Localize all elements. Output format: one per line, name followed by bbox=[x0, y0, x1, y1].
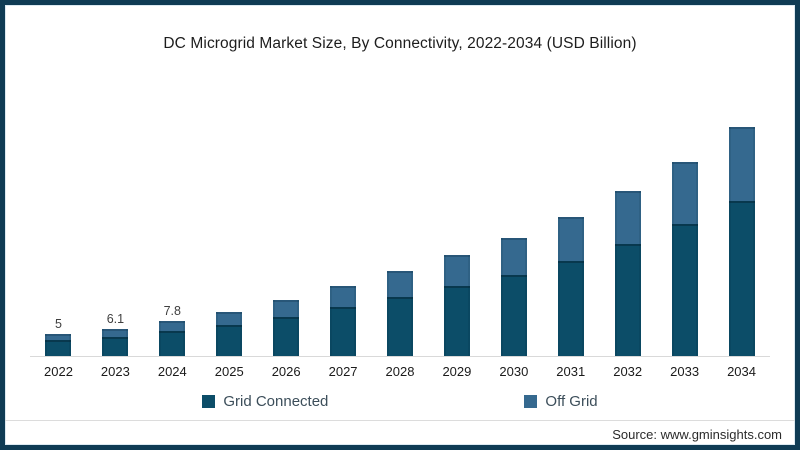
source-credit: Source: www.gminsights.com bbox=[612, 427, 782, 442]
grid-connected-segment-2025 bbox=[216, 324, 243, 356]
grid-connected-segment-2022 bbox=[45, 340, 72, 356]
x-axis: 2022 2023 2024 2025 2026 2027 2028 2029 2030 2031… bbox=[30, 357, 770, 379]
x-axis-label-2030: 2030 bbox=[499, 364, 529, 379]
plot-area: 5 6.1 7.8 bbox=[30, 53, 770, 357]
grid-connected-segment-2024 bbox=[159, 331, 186, 356]
bar-2026 bbox=[258, 53, 315, 356]
legend-item-off-grid: Off Grid bbox=[524, 393, 598, 410]
bar-2031 bbox=[542, 53, 599, 356]
legend-label: Off Grid bbox=[545, 393, 598, 410]
off-grid-segment-2030 bbox=[500, 237, 527, 275]
chart-title: DC Microgrid Market Size, By Connectivit… bbox=[163, 35, 637, 52]
legend-label: Grid Connected bbox=[223, 393, 329, 410]
bar-2024: 7.8 bbox=[144, 53, 201, 356]
grid-connected-segment-2032 bbox=[614, 243, 641, 356]
bar-2025 bbox=[201, 53, 258, 356]
bar-2023: 6.1 bbox=[87, 53, 144, 356]
off-grid-segment-2032 bbox=[614, 191, 641, 244]
x-axis-label-2026: 2026 bbox=[271, 364, 301, 379]
data-label-2023: 6.1 bbox=[106, 312, 125, 327]
off-grid-segment-2023 bbox=[102, 328, 129, 337]
x-axis-label-2024: 2024 bbox=[157, 364, 187, 379]
x-axis-label-2029: 2029 bbox=[442, 364, 472, 379]
off-grid-segment-2029 bbox=[443, 255, 470, 287]
off-grid-segment-2026 bbox=[273, 300, 300, 317]
data-label-2024: 7.8 bbox=[163, 304, 181, 319]
grid-connected-segment-2030 bbox=[500, 275, 527, 356]
x-axis-label-2028: 2028 bbox=[385, 364, 415, 379]
bar-2028 bbox=[372, 53, 429, 356]
bar-2033 bbox=[656, 53, 713, 356]
x-axis-label-2025: 2025 bbox=[214, 364, 244, 379]
bar-2022: 5 bbox=[30, 53, 87, 356]
x-axis-label-2034: 2034 bbox=[727, 364, 756, 379]
legend-item-grid-connected: Grid Connected bbox=[202, 393, 328, 410]
data-label-2022: 5 bbox=[54, 317, 62, 331]
x-axis-label-2027: 2027 bbox=[328, 364, 358, 379]
off-grid-segment-2022 bbox=[45, 333, 72, 341]
grid-connected-segment-2029 bbox=[443, 286, 470, 356]
x-axis-label-2023: 2023 bbox=[100, 364, 130, 379]
bar-2029 bbox=[428, 53, 485, 356]
bar-2030 bbox=[485, 53, 542, 356]
grid-connected-segment-2033 bbox=[671, 223, 698, 356]
chart-inner-area: DC Microgrid Market Size, By Connectivit… bbox=[5, 5, 795, 445]
footer-divider bbox=[5, 420, 795, 421]
grid-connected-segment-2026 bbox=[273, 316, 300, 356]
grid-connected-segment-2027 bbox=[330, 306, 357, 356]
grid-connected-segment-2034 bbox=[728, 200, 755, 356]
off-grid-segment-2025 bbox=[216, 311, 243, 325]
off-grid-segment-2033 bbox=[671, 161, 698, 224]
off-grid-swatch-icon bbox=[524, 395, 538, 408]
bar-2034 bbox=[713, 53, 770, 356]
off-grid-segment-2034 bbox=[728, 126, 755, 201]
off-grid-segment-2027 bbox=[330, 285, 357, 307]
bar-2032 bbox=[599, 53, 656, 356]
x-axis-label-2033: 2033 bbox=[670, 364, 700, 379]
grid-connected-segment-2028 bbox=[386, 296, 413, 356]
off-grid-segment-2028 bbox=[386, 270, 413, 297]
bar-2027 bbox=[315, 53, 372, 356]
x-axis-label-2031: 2031 bbox=[556, 364, 586, 379]
grid-connected-swatch-icon bbox=[202, 395, 216, 408]
grid-connected-segment-2031 bbox=[557, 261, 584, 356]
off-grid-segment-2024 bbox=[159, 320, 186, 332]
legend: Grid Connected Off Grid bbox=[5, 393, 795, 410]
off-grid-segment-2031 bbox=[557, 216, 584, 262]
x-axis-label-2032: 2032 bbox=[613, 364, 643, 379]
x-axis-label-2022: 2022 bbox=[44, 364, 73, 379]
grid-connected-segment-2023 bbox=[102, 336, 129, 356]
